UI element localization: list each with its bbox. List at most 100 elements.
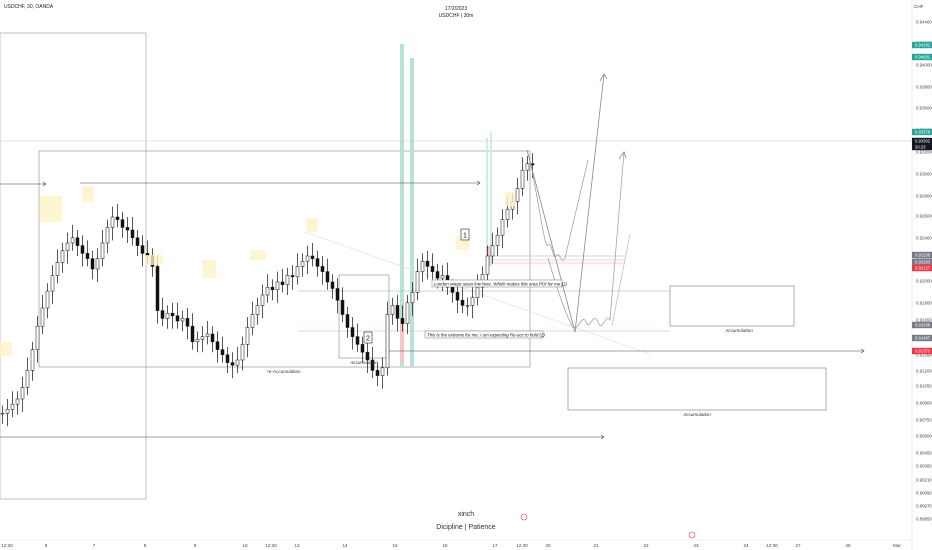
candle-body — [115, 216, 120, 220]
candle-body — [200, 336, 205, 340]
candle-body — [325, 271, 330, 283]
candle-body — [100, 242, 105, 259]
candle-body — [385, 314, 390, 369]
arrow-head — [476, 180, 481, 186]
candle-body — [485, 255, 490, 275]
chart-subtitle: USDCHF | 30m — [438, 13, 474, 19]
currency-label: CHF — [914, 4, 924, 9]
annotation-lines — [0, 140, 912, 440]
candle-body — [225, 354, 230, 363]
arrow-head — [618, 151, 627, 160]
candle-body — [355, 336, 360, 345]
candle-body — [380, 367, 385, 376]
time-tick-label: 24 — [743, 543, 749, 548]
candle-body — [55, 262, 60, 276]
projection-path-1 — [526, 73, 605, 333]
candle-body — [280, 281, 285, 285]
candle-body — [400, 318, 405, 324]
accumulation-zone-lower — [567, 367, 827, 411]
price-badge — [912, 143, 932, 151]
time-tick-label: 14 — [342, 543, 348, 548]
extreme-note: This is the extreme for me. I am expecti… — [427, 333, 545, 338]
price-tick-label: 0.93200 — [916, 150, 932, 155]
green-vertical-bar — [486, 138, 488, 266]
candle-body — [300, 260, 305, 267]
candle-body — [450, 286, 455, 293]
price-tick-label: 0.92400 — [916, 236, 932, 241]
price-tick-label: 0.90450 — [916, 451, 932, 456]
price-badge-label: 20:23 — [915, 145, 926, 150]
candle-body — [155, 266, 160, 311]
candle-body — [340, 299, 345, 315]
candle-body — [375, 370, 380, 376]
time-tick-label: 9 — [194, 543, 197, 548]
price-tick-label: 0.92600 — [916, 214, 932, 219]
time-tick-label: 12:30 — [516, 543, 528, 548]
candle-body — [440, 275, 445, 279]
re-accumulation-zone — [38, 150, 531, 368]
candle-body — [235, 359, 240, 366]
note-box — [431, 279, 563, 288]
time-tick-label: Mar — [893, 543, 901, 548]
candle-body — [110, 216, 115, 228]
event-icon — [520, 513, 528, 521]
candle-body — [465, 305, 470, 307]
price-badge — [912, 347, 932, 355]
candle-body — [40, 307, 45, 327]
projection-path-4 — [611, 233, 631, 327]
candle-body — [230, 362, 235, 366]
candle-body — [120, 219, 125, 228]
candle-body — [185, 318, 190, 327]
projection-path-3 — [547, 151, 625, 329]
label-box-1 — [460, 228, 470, 241]
price-badge-label: 0.91370 — [915, 349, 931, 354]
time-tick-label: 15 — [392, 543, 398, 548]
time-tick-label: 28 — [845, 543, 851, 548]
candle-body — [305, 255, 310, 262]
candle-body — [370, 359, 375, 371]
projection-paths — [526, 73, 631, 333]
candle-body — [95, 258, 100, 270]
price-tick-label: 0.90360 — [916, 464, 932, 469]
time-tick-label: 17 — [492, 543, 498, 548]
price-tick-label: 0.94000 — [916, 63, 932, 68]
candle-body — [430, 266, 435, 272]
candle-body — [285, 275, 290, 285]
candle-body — [60, 250, 65, 263]
candle-body — [275, 281, 280, 291]
candle-body — [160, 310, 165, 319]
candle-body — [310, 255, 315, 259]
price-badge — [912, 128, 932, 136]
candle-body — [295, 266, 300, 278]
time-tick-label: 13 — [294, 543, 300, 548]
arrow-head — [42, 181, 47, 187]
candle-body — [395, 305, 400, 319]
price-tick-label: 0.89970 — [916, 504, 932, 509]
annotation-notes: London swept asian low here. Which makes… — [267, 228, 753, 539]
highlight-block — [306, 218, 318, 232]
candle-body — [505, 208, 510, 220]
author-tagline: Dicipline | Patience — [436, 524, 496, 531]
price-tick-label: 0.93000 — [916, 172, 932, 177]
accumulation-label: Accumulation — [349, 360, 378, 365]
note-box — [424, 330, 544, 339]
accumulation-label: Accumulation — [724, 328, 753, 333]
candle-body — [365, 351, 370, 361]
candle-body — [50, 275, 55, 292]
time-axis[interactable]: 12:30 6 7 8 9 10 12:30 13 14 15 16 17 12:30 20 21 22 23 2… — [0, 539, 912, 548]
time-tick-label: 21 — [593, 543, 599, 548]
arrow-head — [599, 73, 608, 82]
candle-body — [45, 290, 50, 309]
symbol-label: USDCHF, 30, OANDA — [4, 4, 54, 10]
price-badge-label: 0.94182 — [915, 43, 931, 48]
candle-body — [215, 341, 220, 350]
price-badge-label: 0.92127 — [915, 266, 931, 271]
candle-body — [205, 333, 210, 337]
price-tick-label: 0.91350 — [916, 353, 932, 358]
price-badge — [912, 334, 932, 342]
candle-body — [460, 299, 465, 306]
time-tick-label: 10 — [242, 543, 248, 548]
candle-body — [410, 292, 415, 304]
price-axis[interactable]: CHF0.944000.942000.940000.938000.936000.… — [911, 0, 932, 550]
